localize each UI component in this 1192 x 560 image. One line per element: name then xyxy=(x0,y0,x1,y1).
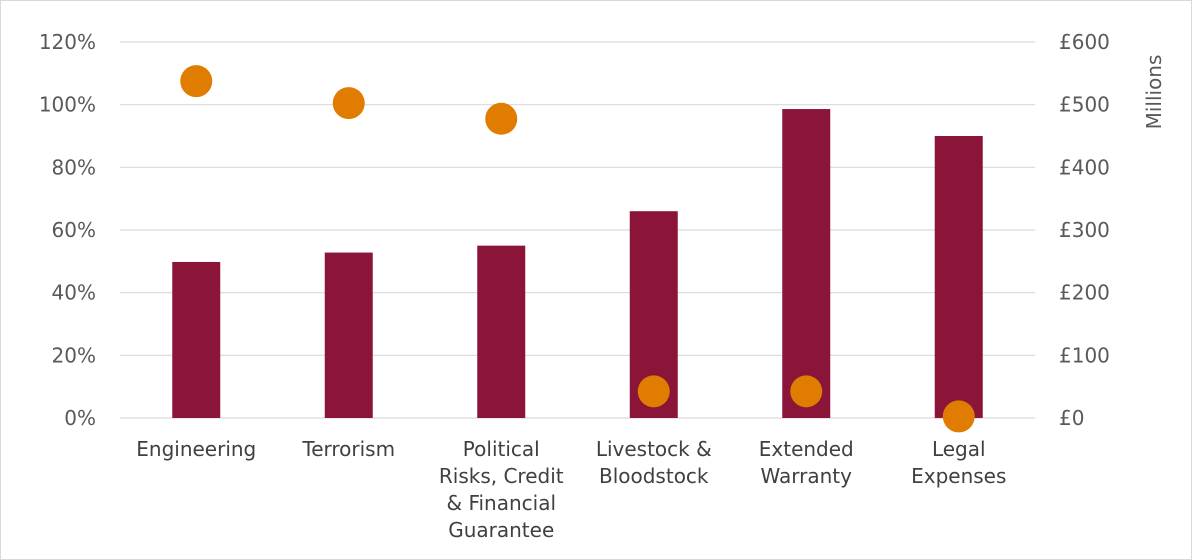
category-label: Extended Warranty xyxy=(759,437,854,488)
category-label: Engineering xyxy=(136,437,256,461)
scatter-point xyxy=(332,87,365,120)
right-tick-label: £0 xyxy=(1059,406,1084,430)
left-tick-label: 60% xyxy=(52,218,96,242)
right-tick-label: £200 xyxy=(1059,281,1110,305)
bar xyxy=(324,252,373,418)
bar xyxy=(172,261,221,418)
category-label: Livestock & Bloodstock xyxy=(596,437,712,488)
right-tick-label: £500 xyxy=(1059,93,1110,117)
right-tick-label: £300 xyxy=(1059,218,1110,242)
right-axis-title: Millions xyxy=(1142,55,1166,130)
category-label: Political Risks, Credit & Financial Guarant… xyxy=(439,437,564,542)
category-labels: Engineering Terrorism Political Risks, Cred… xyxy=(136,437,1006,542)
bar xyxy=(477,245,526,418)
right-tick-label: £100 xyxy=(1059,343,1110,367)
right-tick-label: £400 xyxy=(1059,155,1110,179)
category-label: Legal Expenses xyxy=(911,437,1006,488)
scatter-point xyxy=(790,375,823,408)
right-axis-ticks: £0 £100 £200 £300 £400 £500 £600 xyxy=(1059,30,1110,430)
scatter-point xyxy=(942,400,975,433)
left-tick-label: 20% xyxy=(52,343,96,367)
bar xyxy=(782,109,831,418)
left-tick-label: 100% xyxy=(39,93,96,117)
left-tick-label: 120% xyxy=(39,30,96,54)
left-tick-label: 0% xyxy=(64,406,96,430)
left-tick-label: 80% xyxy=(52,155,96,179)
left-axis-ticks: 0% 20% 40% 60% 80% 100% 120% xyxy=(39,30,96,430)
left-tick-label: 40% xyxy=(52,281,96,305)
bar-series xyxy=(172,109,983,418)
scatter-point xyxy=(180,65,213,98)
gridlines xyxy=(120,41,1035,419)
right-tick-label: £600 xyxy=(1059,30,1110,54)
category-label: Terrorism xyxy=(301,437,395,461)
scatter-point xyxy=(485,102,518,135)
scatter-series xyxy=(180,65,975,433)
scatter-point xyxy=(637,375,670,408)
bar xyxy=(934,136,983,418)
